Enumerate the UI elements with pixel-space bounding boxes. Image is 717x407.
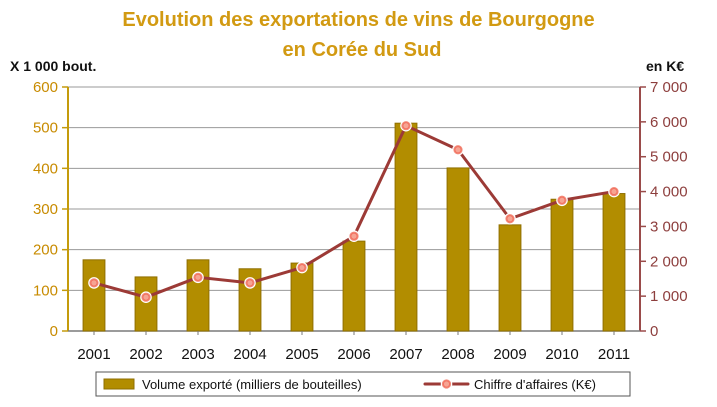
revenue-point-inner [454, 146, 462, 154]
legend-line-marker-inner [442, 380, 451, 388]
bar [498, 224, 522, 332]
legend-line-label: Chiffre d'affaires (K€) [474, 377, 596, 392]
x-axis-tick-label: 2009 [493, 346, 526, 363]
revenue-point-inner [90, 279, 98, 287]
left-axis-tick-label: 400 [33, 160, 58, 177]
x-axis-tick-label: 2004 [233, 346, 266, 363]
bar [134, 276, 158, 332]
right-axis-tick-label: 2 000 [650, 253, 688, 270]
x-axis-tick-label: 2005 [285, 346, 318, 363]
revenue-point-inner [194, 273, 202, 281]
legend-frame [95, 371, 631, 397]
revenue-point-inner [558, 196, 566, 204]
x-axis-tick-label: 2007 [389, 346, 422, 363]
plot-area: 0 100 200 300 400 500 600 0 1 000 2 000 3 000 4 000… [33, 79, 688, 363]
left-axis-tick-label: 600 [33, 79, 58, 96]
chart-title-line2: en Corée du Sud [283, 39, 442, 61]
revenue-point-inner [142, 293, 150, 301]
legend-bar-swatch [103, 378, 135, 390]
right-axis-tick-label: 1 000 [650, 288, 688, 305]
right-axis-tick-label: 7 000 [650, 79, 688, 96]
x-axis-tick-label: 2001 [77, 346, 110, 363]
bar [550, 198, 574, 332]
right-axis-unit-label: en K€ [646, 58, 684, 74]
legend: Volume exporté (milliers de bouteilles) C… [95, 371, 631, 397]
right-axis-tick-label: 4 000 [650, 184, 688, 201]
right-axis-tick-label: 6 000 [650, 114, 688, 131]
right-axis-tick-label: 3 000 [650, 218, 688, 235]
left-axis-tick-label: 0 [50, 323, 58, 340]
bar [82, 259, 106, 332]
left-axis-unit-label: X 1 000 bout. [10, 58, 96, 74]
chart-title-line1: Evolution des exportations de vins de Bo… [122, 9, 594, 31]
revenue-point-inner [506, 215, 514, 223]
x-axis-tick-label: 2011 [598, 346, 630, 363]
left-axis-tick-label: 100 [33, 282, 58, 299]
right-axis-tick-label: 5 000 [650, 149, 688, 166]
bar [602, 193, 626, 332]
bar [394, 122, 418, 332]
right-axis-tick-label: 0 [650, 323, 658, 340]
bar [186, 259, 210, 332]
revenue-point-inner [246, 279, 254, 287]
x-axis-tick-label: 2006 [337, 346, 370, 363]
revenue-point-inner [350, 232, 358, 240]
x-axis-tick-label: 2008 [441, 346, 474, 363]
bar [342, 240, 366, 332]
revenue-point-inner [610, 187, 618, 196]
legend-bar-label: Volume exporté (milliers de bouteilles) [142, 377, 362, 392]
bar [446, 167, 470, 332]
x-axis-tick-label: 2002 [129, 346, 162, 363]
x-axis-tick-label: 2003 [181, 346, 214, 363]
left-axis-tick-label: 300 [33, 201, 58, 218]
left-axis-tick-label: 200 [33, 242, 58, 259]
left-axis-tick-label: 500 [33, 120, 58, 137]
x-axis-tick-label: 2010 [545, 346, 578, 363]
revenue-point-inner [402, 122, 410, 130]
revenue-point-inner [298, 263, 306, 272]
